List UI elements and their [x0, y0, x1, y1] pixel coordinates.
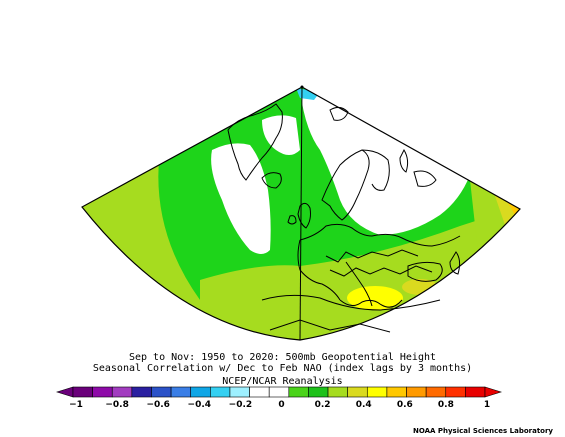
- colorbar-swatch: [132, 387, 152, 397]
- colorbar-swatch: [328, 387, 348, 397]
- colorbar-swatch: [250, 387, 270, 397]
- colorbar-tick-label: 1: [484, 400, 490, 410]
- colorbar-swatch: [73, 387, 93, 397]
- colorbar-swatch: [269, 387, 289, 397]
- colorbar-tick-label: 0.4: [356, 400, 372, 410]
- colorbar-swatch: [289, 387, 309, 397]
- colorbar-swatch: [230, 387, 250, 397]
- colorbar-swatch: [446, 387, 466, 397]
- colorbar-swatch: [308, 387, 328, 397]
- colorbar-tick-label: 0.8: [438, 400, 454, 410]
- title-line-3: NCEP/NCAR Reanalysis: [0, 376, 565, 387]
- colorbar-swatch: [348, 387, 368, 397]
- colorbar-swatch: [191, 387, 211, 397]
- colorbar-swatch: [151, 387, 171, 397]
- credit-label: NOAA Physical Sciences Laboratory: [413, 427, 553, 435]
- colorbar-tick-label: −0.4: [188, 400, 211, 410]
- colorbar-swatch: [407, 387, 427, 397]
- colorbar-swatch: [426, 387, 446, 397]
- colorbar-swatch: [465, 387, 485, 397]
- colorbar-tick-label: −0.6: [146, 400, 169, 410]
- colorbar-left-arrow: [57, 387, 73, 397]
- pole-point: [301, 86, 304, 89]
- colorbar-right-arrow: [485, 387, 501, 397]
- title-line-2: Seasonal Correlation w/ Dec to Feb NAO (…: [0, 363, 565, 374]
- colorbar: [57, 387, 501, 397]
- colorbar-tick-label: 0: [278, 400, 284, 410]
- colorbar-ticks: −1 −0.8 −0.6 −0.4 −0.2 0 0.2 0.4 0.6 0.8 1: [69, 400, 490, 410]
- colorbar-tick-label: −0.8: [105, 400, 128, 410]
- colorbar-swatch: [93, 387, 113, 397]
- colorbar-swatch: [171, 387, 191, 397]
- title-line-1: Sep to Nov: 1950 to 2020: 500mb Geopoten…: [0, 352, 565, 363]
- colorbar-tick-label: 0.6: [397, 400, 413, 410]
- colorbar-tick-label: 0.2: [315, 400, 331, 410]
- colorbar-tick-label: −0.2: [229, 400, 252, 410]
- colorbar-swatch: [210, 387, 230, 397]
- colorbar-swatch: [367, 387, 387, 397]
- colorbar-swatch: [112, 387, 132, 397]
- colorbar-swatch: [387, 387, 407, 397]
- colorbar-tick-label: −1: [69, 400, 83, 410]
